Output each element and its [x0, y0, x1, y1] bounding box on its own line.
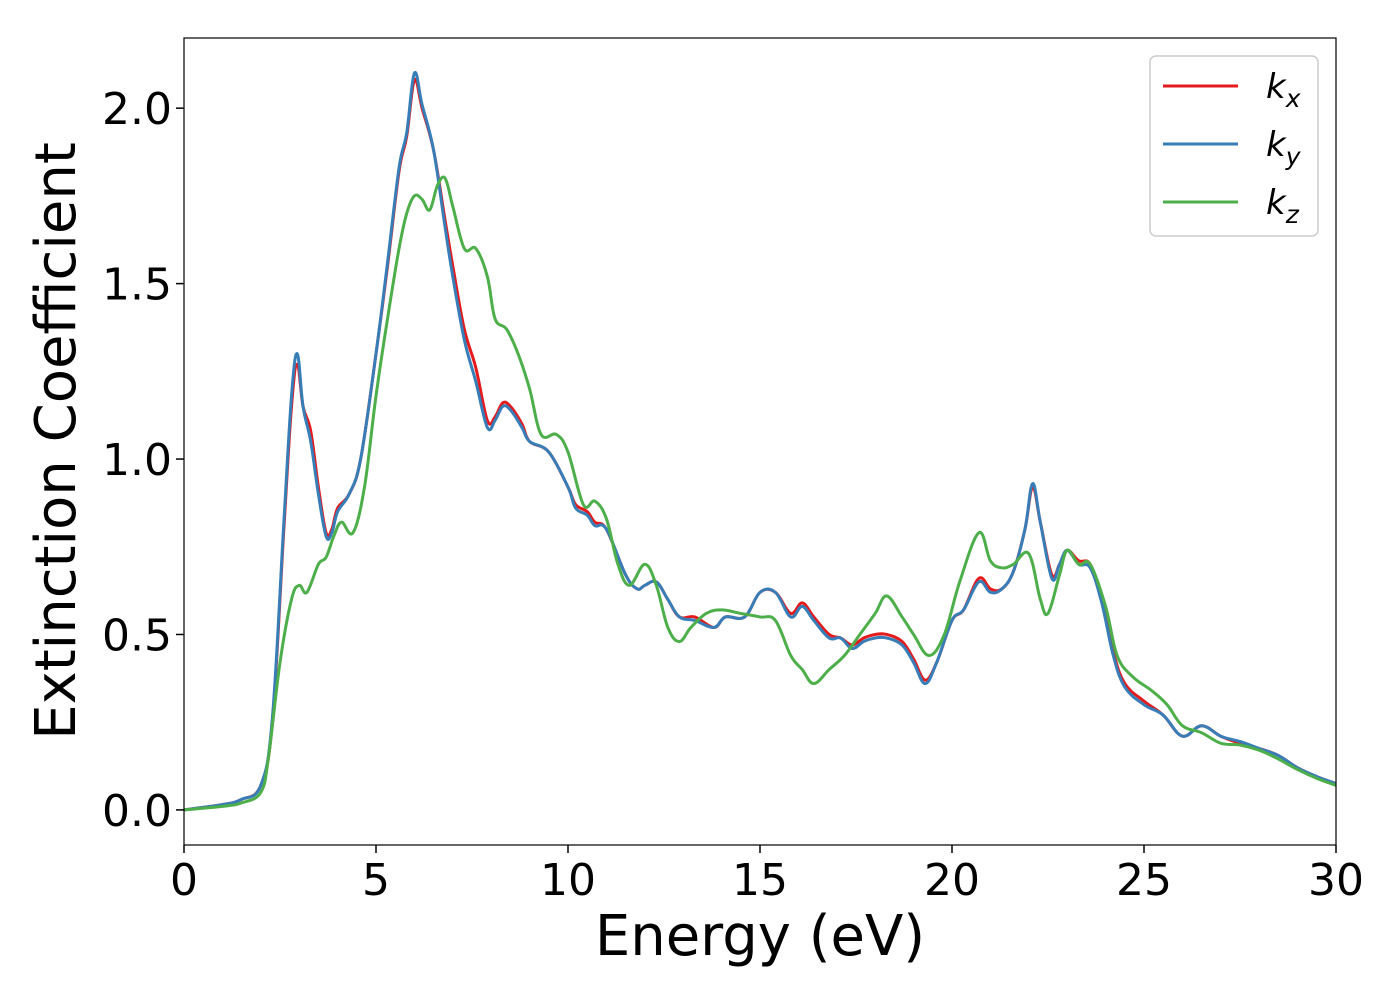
x-axis-title: Energy (eV)	[595, 904, 925, 969]
x-tick-label: 10	[540, 855, 596, 906]
legend-label-ky: ky	[1266, 125, 1302, 171]
y-tick-label: 2.0	[102, 84, 172, 135]
y-tick-label: 0.0	[102, 786, 172, 837]
x-tick-label: 5	[362, 855, 390, 906]
legend-box	[1149, 55, 1319, 237]
x-tick-label: 25	[1116, 855, 1172, 906]
x-tick-label: 20	[924, 855, 980, 906]
x-tick-label: 30	[1308, 855, 1364, 906]
y-tick-label: 1.5	[102, 260, 172, 311]
y-tick-label: 1.0	[102, 435, 172, 486]
y-tick-label: 0.5	[102, 610, 172, 661]
y-axis-title: Extinction Coefficient	[24, 142, 89, 740]
legend-label-kx: kx	[1266, 67, 1301, 113]
x-tick-label: 15	[732, 855, 788, 906]
x-axis-ticks: 0 5 10 15 20 25 30	[170, 845, 1364, 906]
series-layer	[184, 70, 1336, 812]
series-line-kz	[184, 175, 1336, 812]
y-axis-ticks: 0.0 0.5 1.0 1.5 2.0	[102, 84, 184, 837]
x-tick-label: 0	[170, 855, 198, 906]
